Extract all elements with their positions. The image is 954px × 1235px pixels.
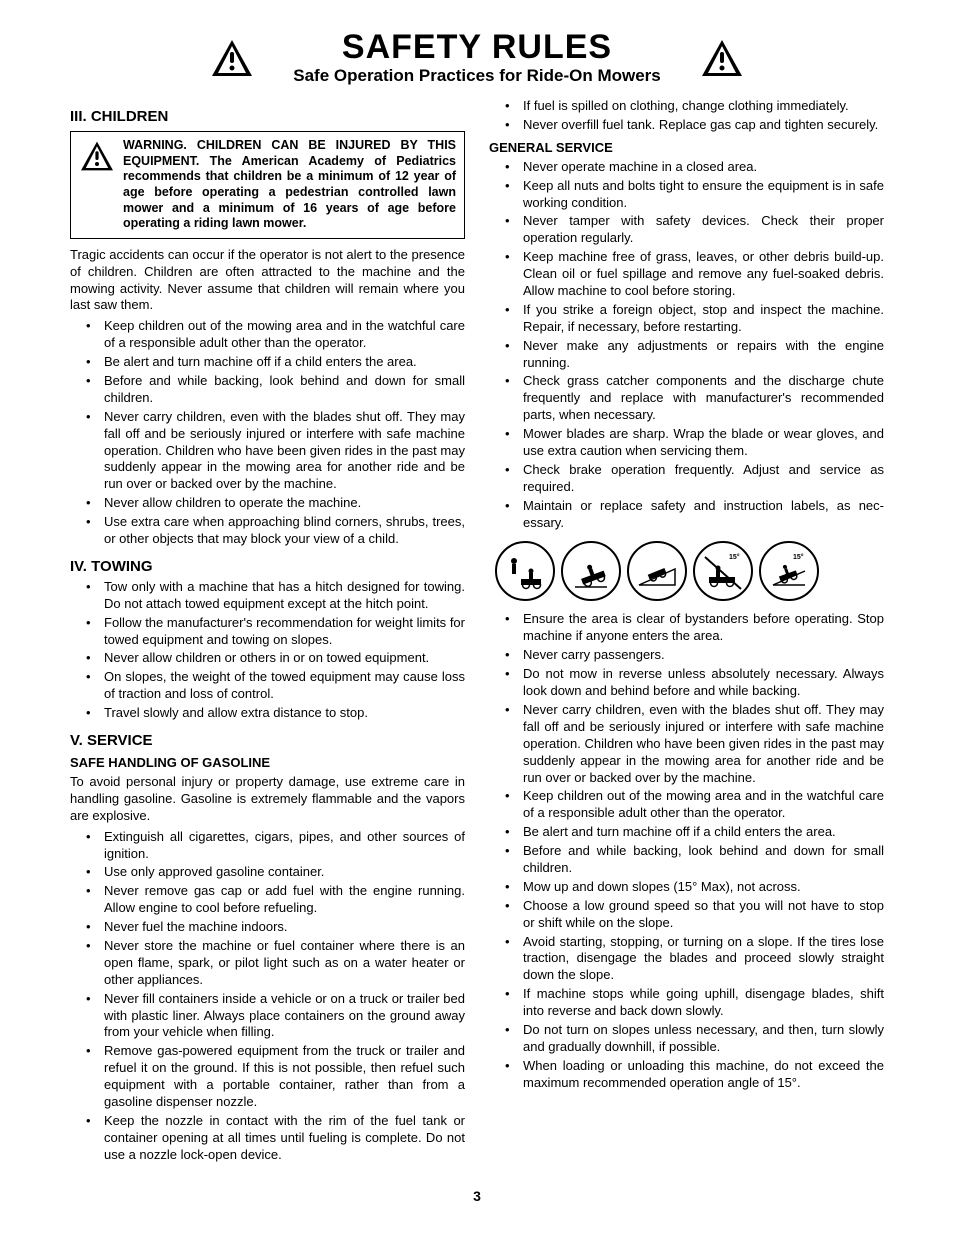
sub-heading-general-service: GENERAL SERVICE	[489, 140, 884, 155]
list-item: Never store the machine or fuel containe…	[70, 938, 465, 989]
towing-list: Tow only with a machine that has a hitch…	[70, 579, 465, 722]
list-item: Remove gas-powered equipment from the tr…	[70, 1043, 465, 1111]
list-item: Extinguish all cigarettes, cigars, pipes…	[70, 829, 465, 863]
list-item: Never overfill fuel tank. Replace gas ca…	[489, 117, 884, 134]
list-item: Tow only with a machine that has a hitch…	[70, 579, 465, 613]
content-columns: III. CHILDREN WARNING. CHILDREN CAN BE I…	[70, 98, 884, 1170]
section-heading-children: III. CHILDREN	[70, 108, 465, 125]
warning-box: WARNING. CHILDREN CAN BE INJURED BY THIS…	[70, 131, 465, 239]
list-item: Never allow children or others in or on …	[70, 650, 465, 667]
mower-no-passenger-icon: 15°	[693, 541, 753, 601]
mower-slope-icon	[627, 541, 687, 601]
children-list: Keep children out of the mowing area and…	[70, 318, 465, 548]
page-number: 3	[70, 1188, 884, 1204]
mower-angle-icon: 15°	[759, 541, 819, 601]
warning-triangle-icon	[79, 140, 115, 172]
svg-text:15°: 15°	[729, 553, 740, 561]
gasoline-intro-text: To avoid personal injury or property dam…	[70, 774, 465, 825]
document-title: SAFETY RULES	[70, 30, 884, 64]
list-item: When loading or unloading this machine, …	[489, 1058, 884, 1092]
list-item: Check grass catcher components and the d…	[489, 373, 884, 424]
list-item: Never carry children, even with the blad…	[489, 702, 884, 786]
section-heading-service: V. SERVICE	[70, 732, 465, 749]
list-item: Travel slowly and allow extra distance t…	[70, 705, 465, 722]
list-item: Never carry passengers.	[489, 647, 884, 664]
gasoline-list: Extinguish all cigarettes, cigars, pipes…	[70, 829, 465, 1164]
list-item: Keep the nozzle in contact with the rim …	[70, 1113, 465, 1164]
list-item: Never operate machine in a closed area.	[489, 159, 884, 176]
list-item: Use extra care when approaching blind co…	[70, 514, 465, 548]
list-item: Keep machine free of grass, leaves, or o…	[489, 249, 884, 300]
list-item: Never remove gas cap or add fuel with th…	[70, 883, 465, 917]
list-item: Never allow children to operate the mach…	[70, 495, 465, 512]
list-item: Follow the manufacturer's recommendation…	[70, 615, 465, 649]
list-item: Never fuel the machine indoors.	[70, 919, 465, 936]
list-item: Before and while backing, look behind an…	[489, 843, 884, 877]
list-item: Mow up and down slopes (15° Max), not ac…	[489, 879, 884, 896]
svg-text:15°: 15°	[793, 553, 804, 561]
list-item: Do not turn on slopes unless necessary, …	[489, 1022, 884, 1056]
list-item: If machine stops while going uphill, dis…	[489, 986, 884, 1020]
left-column: III. CHILDREN WARNING. CHILDREN CAN BE I…	[70, 98, 465, 1170]
list-item: Mower blades are sharp. Wrap the blade o…	[489, 426, 884, 460]
fuel-continued-list: If fuel is spilled on clothing, change c…	[489, 98, 884, 134]
warning-triangle-icon	[210, 38, 254, 78]
sub-heading-gasoline: SAFE HANDLING OF GASOLINE	[70, 755, 465, 770]
list-item: Never tamper with safety devices. Check …	[489, 213, 884, 247]
list-item: Never make any adjustments or repairs wi…	[489, 338, 884, 372]
page-header: SAFETY RULES Safe Operation Practices fo…	[70, 30, 884, 86]
list-item: Keep children out of the mowing area and…	[70, 318, 465, 352]
list-item: Before and while backing, look behind an…	[70, 373, 465, 407]
bottom-list: Ensure the area is clear of bystanders b…	[489, 611, 884, 1091]
list-item: Avoid starting, stopping, or turning on …	[489, 934, 884, 985]
list-item: If fuel is spilled on clothing, change c…	[489, 98, 884, 115]
list-item: On slopes, the weight of the towed equip…	[70, 669, 465, 703]
warning-triangle-icon	[700, 38, 744, 78]
list-item: Choose a low ground speed so that you wi…	[489, 898, 884, 932]
right-column: If fuel is spilled on clothing, change c…	[489, 98, 884, 1170]
list-item: Never fill containers inside a vehicle o…	[70, 991, 465, 1042]
section-heading-towing: IV. TOWING	[70, 558, 465, 575]
document-subtitle: Safe Operation Practices for Ride-On Mow…	[70, 66, 884, 86]
list-item: Never carry children, even with the blad…	[70, 409, 465, 493]
mower-bystander-icon	[495, 541, 555, 601]
safety-icon-row: 15° 15°	[489, 541, 884, 601]
list-item: Check brake operation frequently. Adjust…	[489, 462, 884, 496]
list-item: Be alert and turn machine off if a child…	[70, 354, 465, 371]
mower-tipping-icon	[561, 541, 621, 601]
list-item: Keep all nuts and bolts tight to ensure …	[489, 178, 884, 212]
general-service-list: Never operate machine in a closed area. …	[489, 159, 884, 532]
section-intro-text: Tragic accidents can occur if the operat…	[70, 247, 465, 315]
warning-box-text: WARNING. CHILDREN CAN BE INJURED BY THIS…	[123, 138, 456, 232]
list-item: Keep children out of the mowing area and…	[489, 788, 884, 822]
list-item: Do not mow in reverse unless absolutely …	[489, 666, 884, 700]
list-item: If you strike a foreign object, stop and…	[489, 302, 884, 336]
list-item: Ensure the area is clear of bystanders b…	[489, 611, 884, 645]
list-item: Maintain or replace safety and instructi…	[489, 498, 884, 532]
list-item: Use only approved gasoline container.	[70, 864, 465, 881]
list-item: Be alert and turn machine off if a child…	[489, 824, 884, 841]
